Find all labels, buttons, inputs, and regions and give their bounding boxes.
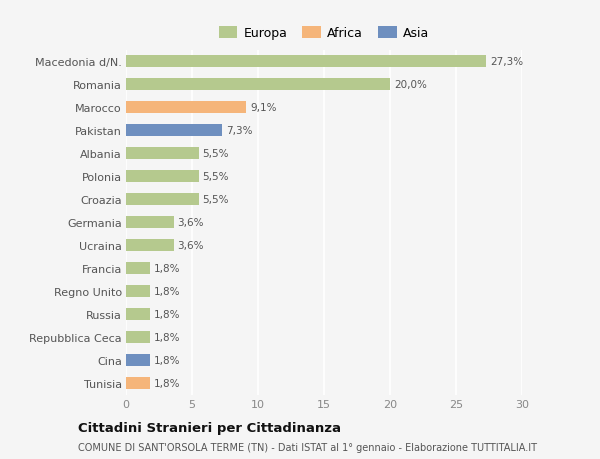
Legend: Europa, Africa, Asia: Europa, Africa, Asia xyxy=(214,22,434,45)
Text: 27,3%: 27,3% xyxy=(490,57,523,67)
Text: 1,8%: 1,8% xyxy=(154,378,180,388)
Text: 1,8%: 1,8% xyxy=(154,332,180,342)
Bar xyxy=(126,193,199,206)
Text: 1,8%: 1,8% xyxy=(154,355,180,365)
Bar xyxy=(126,124,223,137)
Text: 9,1%: 9,1% xyxy=(250,103,277,113)
Text: 1,8%: 1,8% xyxy=(154,286,180,297)
Bar xyxy=(126,308,150,321)
Text: COMUNE DI SANT'ORSOLA TERME (TN) - Dati ISTAT al 1° gennaio - Elaborazione TUTTI: COMUNE DI SANT'ORSOLA TERME (TN) - Dati … xyxy=(78,442,537,452)
Text: 1,8%: 1,8% xyxy=(154,309,180,319)
Text: 3,6%: 3,6% xyxy=(178,241,204,251)
Bar xyxy=(126,216,173,229)
Bar xyxy=(126,56,487,68)
Bar xyxy=(126,377,150,390)
Text: Cittadini Stranieri per Cittadinanza: Cittadini Stranieri per Cittadinanza xyxy=(78,421,341,434)
Bar xyxy=(126,285,150,298)
Bar xyxy=(126,239,173,252)
Text: 20,0%: 20,0% xyxy=(394,80,427,90)
Text: 3,6%: 3,6% xyxy=(178,218,204,228)
Text: 1,8%: 1,8% xyxy=(154,263,180,274)
Bar xyxy=(126,331,150,344)
Text: 5,5%: 5,5% xyxy=(203,149,229,159)
Text: 7,3%: 7,3% xyxy=(226,126,253,136)
Bar xyxy=(126,147,199,160)
Bar xyxy=(126,354,150,367)
Bar xyxy=(126,262,150,275)
Bar xyxy=(126,78,390,91)
Text: 5,5%: 5,5% xyxy=(203,172,229,182)
Bar xyxy=(126,170,199,183)
Text: 5,5%: 5,5% xyxy=(203,195,229,205)
Bar xyxy=(126,101,246,114)
